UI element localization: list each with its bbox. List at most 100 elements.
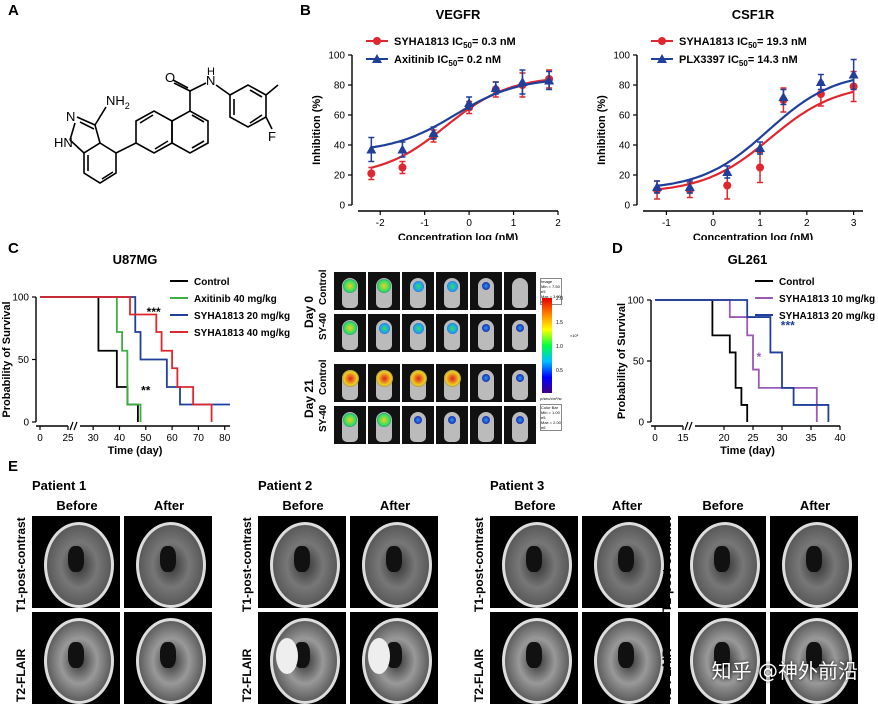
survival-curve [40,296,139,422]
ventricles [294,546,310,572]
luminescence-signal [446,322,458,334]
data-point [755,143,766,152]
data-point [517,77,528,86]
patient1-title: Patient 1 [32,478,87,493]
y-tick-label: 0 [638,418,644,429]
t1-mri-scan [490,516,578,608]
x-tick-label: 30 [776,433,788,444]
x-axis-label: Concentration log (nM) [398,232,519,240]
luminescence-signal [343,279,357,293]
luminescence-signal [516,416,524,424]
y-tick-label: 100 [627,296,644,307]
luminescence-signal [482,324,490,332]
data-point [684,182,695,191]
luminescence-signal [482,282,490,290]
before-header: Before [514,498,556,513]
fit-curve-axitinib [371,80,550,149]
y-tick-label: 20 [334,171,346,182]
data-point [815,77,826,86]
t2-mri-scan [582,612,670,704]
mouse-image [470,406,502,444]
x-tick-label: 0 [652,433,658,444]
axis-break [684,421,689,431]
t1-mri-scan [678,516,766,608]
u87mg-survival-chart: U87MG 0 50 100 0 25 30 40 50 60 70 80 Time (day) Prob… [1,252,290,457]
t1-label: T1-post-contrast [240,517,254,612]
after-header: After [379,498,411,513]
amide-n-label: N [206,73,215,88]
before-header: Before [702,498,744,513]
luminescence-signal [377,279,391,293]
x-tick-label: 1 [511,218,517,229]
y-tick-label: 40 [619,141,631,152]
x-axis-label: Time (day) [108,445,163,457]
t1-label: T1-post-contrast [14,517,28,612]
scale-bottom-2: Max = 2.00 e6 [541,420,561,430]
mouse-image [334,314,366,352]
y-axis-label: Inhibition (%) [596,95,608,165]
data-point [428,128,439,137]
x-tick-label: 40 [114,433,126,444]
legend-marker [373,37,381,45]
t1-label: T1-post-contrast [472,517,486,612]
watermark: 知乎 @神外前沿 [711,659,858,683]
before-header: Before [56,498,98,513]
mouse-body [512,278,528,308]
scale-bottom-1: Min = 1.00 e5 [541,410,560,420]
luminescence-signal [414,416,422,424]
ventricles [68,642,84,668]
survival-curve [655,299,830,422]
after-header: After [611,498,643,513]
t2-label: T2-FLAIR [14,648,28,702]
legend-label: SYHA1813 20 mg/kg [779,311,875,322]
fit-curve-plx3397 [656,78,854,187]
mouse-image [368,272,400,310]
significance-annotation: *** [147,305,161,319]
y-tick-label: 100 [12,293,29,304]
scale-bottom-box: Color Bar Min = 1.00 e5 Max = 2.00 e6 [540,404,562,431]
ventricles [526,642,542,668]
chart-title: GL261 [728,252,768,267]
luminescence-signal [516,374,524,382]
ventricles [386,642,402,668]
t1-mri-scan [124,516,212,608]
x-tick-label: 70 [193,433,205,444]
mouse-image [504,406,536,444]
vegfr-chart: VEGFR 0 20 40 60 80 100 -2 -1 0 1 2 Concentration lo… [311,7,561,240]
ventricles [68,546,84,572]
o-label: O [165,70,175,85]
mouse-image [436,364,468,402]
x-axis-label: Concentration log (nM) [693,232,814,240]
ventricles [160,546,176,572]
patient3-title: Patient 3 [490,478,545,493]
t2-label: T2-FLAIR [240,648,254,702]
x-tick-label: 60 [167,433,179,444]
luminescence-signal [375,369,393,387]
luminescence-signal [516,324,524,332]
chart-title: VEGFR [436,7,481,22]
y-axis-label: Probability of Survival [616,303,628,419]
amide-h-label: H [207,66,215,78]
y-tick-label: 100 [613,51,630,62]
survival-curve [40,296,213,422]
x-tick-label: 0 [466,218,472,229]
scale-tick-15: 1.5 [556,320,563,326]
significance-annotation: ** [141,384,151,398]
sy40-label-0: SY-40 [318,312,329,340]
data-point [652,182,663,191]
luminescence-signal [341,369,359,387]
luminescence-signal [443,369,461,387]
legend-label: SYHA1813 IC50= 19.3 nM [679,36,807,50]
y-tick-label: 50 [18,355,30,366]
panel-a-label: A [8,2,19,19]
y-tick-label: 50 [633,357,645,368]
significance-annotation: * [756,350,761,364]
fluorine-label: F [268,129,276,144]
hn-label: HN [54,135,73,150]
ventricles [386,546,402,572]
luminescence-signal [377,413,391,427]
t2-mri-scan [490,612,578,704]
t2-mri-scan [258,612,346,704]
scale-caption: p/sec/cm²/sr [540,396,562,401]
control-label-0: Control [318,269,329,305]
